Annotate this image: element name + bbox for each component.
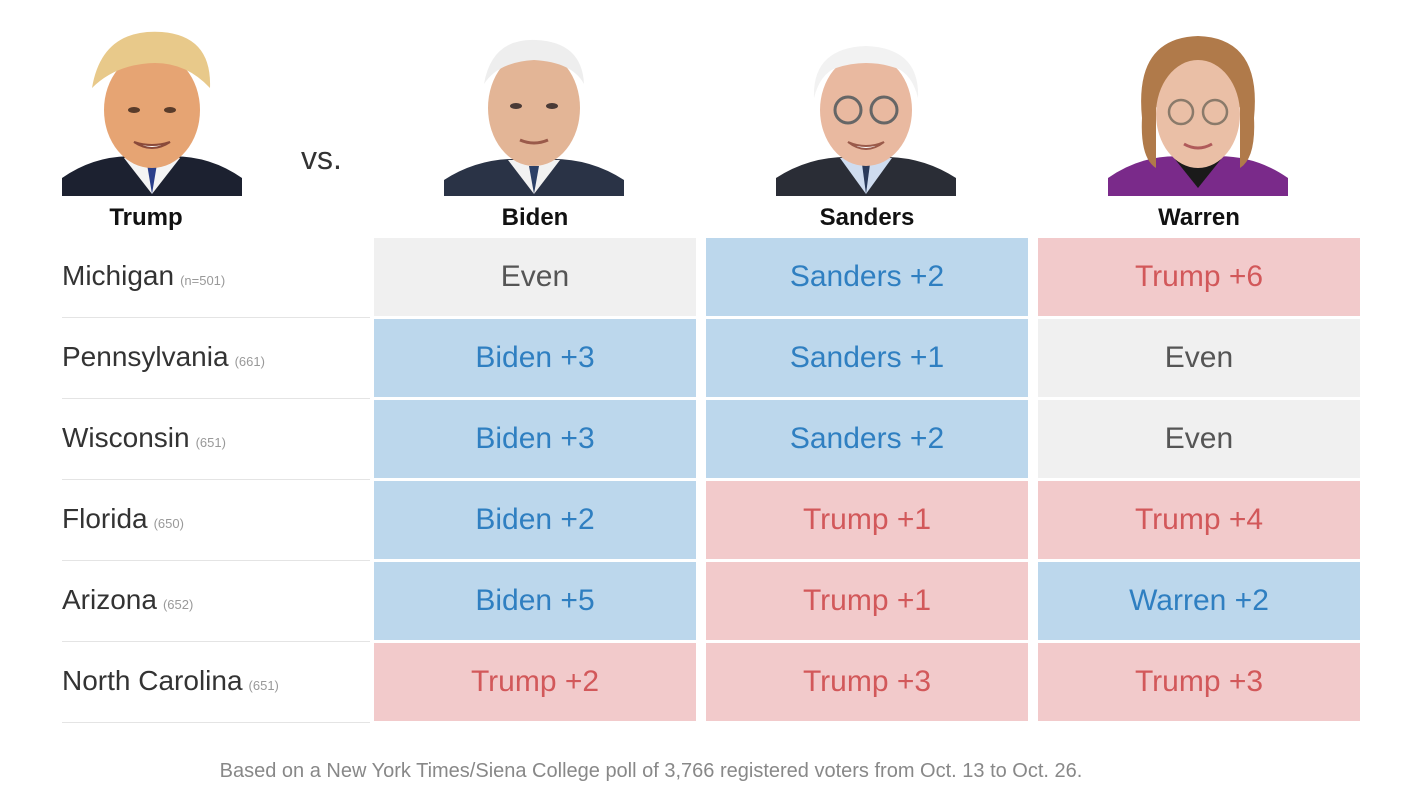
biden-name: Biden xyxy=(501,204,569,231)
result-cell: Biden +2 xyxy=(374,481,696,559)
result-cell: Warren +2 xyxy=(1038,562,1360,640)
state-label: Michigan xyxy=(62,260,175,291)
sample-size: (661) xyxy=(234,354,265,369)
result-cell: Sanders +1 xyxy=(706,319,1028,397)
state-name: Wisconsin (651) xyxy=(62,422,226,454)
state-label: Pennsylvania xyxy=(62,341,229,372)
result-cell: Even xyxy=(1038,400,1360,478)
result-cell: Trump +3 xyxy=(706,643,1028,721)
vs-label: vs. xyxy=(301,140,342,176)
result-cell: Trump +3 xyxy=(1038,643,1360,721)
state-label: Wisconsin xyxy=(62,422,190,453)
result-cell: Trump +1 xyxy=(706,481,1028,559)
result-cell: Trump +2 xyxy=(374,643,696,721)
trump-name: Trump xyxy=(109,204,183,231)
state-row: Wisconsin (651) xyxy=(62,400,370,480)
result-cell: Trump +1 xyxy=(706,562,1028,640)
state-row: Michigan (n=501) xyxy=(62,238,370,318)
sample-size: (n=501) xyxy=(180,273,226,288)
warren-name: Warren xyxy=(1158,204,1240,231)
footnote: Based on a New York Times/Siena College … xyxy=(219,760,1083,782)
state-row: North Carolina (651) xyxy=(62,643,370,723)
warren-portrait xyxy=(1108,18,1288,196)
sample-size: (651) xyxy=(248,678,279,693)
result-cell: Biden +3 xyxy=(374,319,696,397)
state-name: Pennsylvania (661) xyxy=(62,341,265,373)
biden-portrait xyxy=(444,18,624,196)
trump-portrait xyxy=(62,18,242,196)
state-name: Arizona (652) xyxy=(62,584,193,616)
state-label: North Carolina xyxy=(62,665,243,696)
sample-size: (650) xyxy=(153,516,184,531)
state-label: Florida xyxy=(62,503,148,534)
result-cell: Biden +3 xyxy=(374,400,696,478)
sample-size: (651) xyxy=(195,435,226,450)
state-name: North Carolina (651) xyxy=(62,665,279,697)
result-cell: Trump +4 xyxy=(1038,481,1360,559)
state-row: Florida (650) xyxy=(62,481,370,561)
result-cell: Biden +5 xyxy=(374,562,696,640)
result-cell: Sanders +2 xyxy=(706,400,1028,478)
result-cell: Sanders +2 xyxy=(706,238,1028,316)
sanders-portrait xyxy=(776,18,956,196)
state-name: Michigan (n=501) xyxy=(62,260,225,292)
result-cell: Even xyxy=(374,238,696,316)
result-cell: Even xyxy=(1038,319,1360,397)
state-row: Arizona (652) xyxy=(62,562,370,642)
state-name: Florida (650) xyxy=(62,503,184,535)
sanders-name: Sanders xyxy=(819,204,915,231)
sample-size: (652) xyxy=(162,597,194,612)
state-label: Arizona xyxy=(62,584,157,615)
state-row: Pennsylvania (661) xyxy=(62,319,370,399)
result-cell: Trump +6 xyxy=(1038,238,1360,316)
